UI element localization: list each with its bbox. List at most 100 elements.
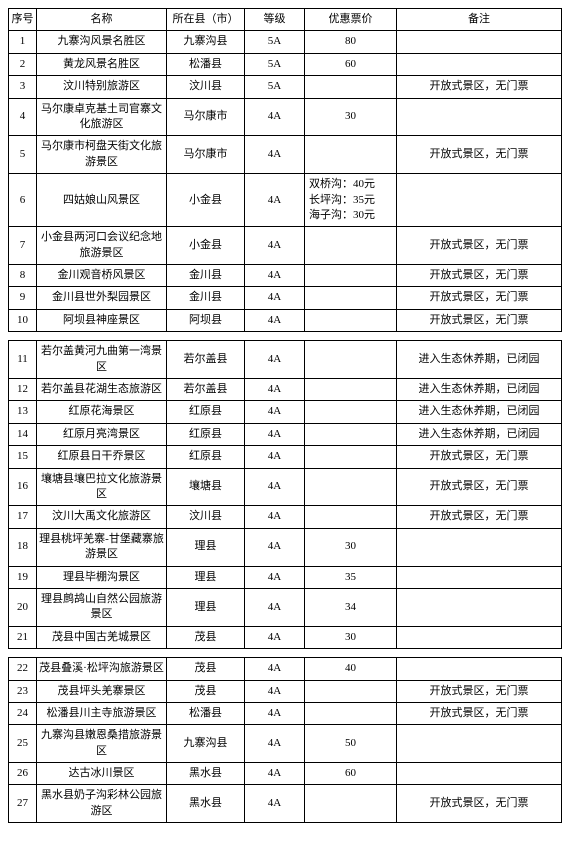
cell-name: 黑水县奶子沟彩林公园旅游区 (37, 785, 167, 823)
cell-county: 红原县 (167, 423, 245, 445)
table-row: 24松潘县川主寺旅游景区松潘县4A开放式景区，无门票 (9, 702, 562, 724)
cell-name: 马尔康市柯盘天街文化旅游景区 (37, 136, 167, 174)
cell-remark: 开放式景区，无门票 (397, 287, 562, 309)
table-row: 23茂县坪头羌寨景区茂县4A开放式景区，无门票 (9, 680, 562, 702)
cell-num: 6 (9, 174, 37, 227)
table-row: 2黄龙风景名胜区松潘县5A60 (9, 53, 562, 75)
cell-county: 茂县 (167, 626, 245, 648)
cell-remark (397, 174, 562, 227)
cell-grade: 4A (245, 528, 305, 566)
cell-remark: 开放式景区，无门票 (397, 136, 562, 174)
cell-remark (397, 725, 562, 763)
cell-num: 14 (9, 423, 37, 445)
cell-name: 汶川特别旅游区 (37, 76, 167, 98)
cell-name: 金川观音桥风景区 (37, 265, 167, 287)
cell-num: 11 (9, 341, 37, 379)
table-row: 22茂县叠溪·松坪沟旅游景区茂县4A40 (9, 658, 562, 680)
header-county: 所在县（市） (167, 9, 245, 31)
cell-grade: 5A (245, 31, 305, 53)
cell-county: 马尔康市 (167, 98, 245, 136)
scenic-area-table-3: 22茂县叠溪·松坪沟旅游景区茂县4A4023茂县坪头羌寨景区茂县4A开放式景区，… (8, 657, 562, 823)
cell-remark: 进入生态休养期，已闭园 (397, 401, 562, 423)
cell-price: 30 (305, 98, 397, 136)
cell-name: 理县鹧鸪山自然公园旅游景区 (37, 588, 167, 626)
cell-price (305, 287, 397, 309)
cell-grade: 4A (245, 227, 305, 265)
cell-name: 黄龙风景名胜区 (37, 53, 167, 75)
cell-price: 双桥沟：40元长坪沟：35元海子沟：30元 (305, 174, 397, 227)
cell-num: 1 (9, 31, 37, 53)
cell-county: 若尔盖县 (167, 379, 245, 401)
cell-remark (397, 763, 562, 785)
cell-grade: 4A (245, 725, 305, 763)
cell-num: 16 (9, 468, 37, 506)
cell-price: 60 (305, 53, 397, 75)
cell-remark: 进入生态休养期，已闭园 (397, 379, 562, 401)
table-row: 9金川县世外梨园景区金川县4A开放式景区，无门票 (9, 287, 562, 309)
cell-num: 27 (9, 785, 37, 823)
cell-grade: 4A (245, 98, 305, 136)
cell-remark: 开放式景区，无门票 (397, 446, 562, 468)
header-num: 序号 (9, 9, 37, 31)
cell-price (305, 76, 397, 98)
cell-county: 红原县 (167, 401, 245, 423)
cell-price: 30 (305, 528, 397, 566)
cell-grade: 4A (245, 658, 305, 680)
table-row: 20理县鹧鸪山自然公园旅游景区理县4A34 (9, 588, 562, 626)
table-row: 8金川观音桥风景区金川县4A开放式景区，无门票 (9, 265, 562, 287)
cell-county: 阿坝县 (167, 309, 245, 331)
cell-grade: 5A (245, 53, 305, 75)
cell-price (305, 265, 397, 287)
cell-num: 2 (9, 53, 37, 75)
cell-county: 茂县 (167, 680, 245, 702)
cell-county: 黑水县 (167, 785, 245, 823)
cell-county: 理县 (167, 588, 245, 626)
table-row: 13红原花海景区红原县4A进入生态休养期，已闭园 (9, 401, 562, 423)
cell-num: 25 (9, 725, 37, 763)
table-row: 12若尔盖县花湖生态旅游区若尔盖县4A进入生态休养期，已闭园 (9, 379, 562, 401)
cell-county: 理县 (167, 528, 245, 566)
cell-remark (397, 31, 562, 53)
cell-name: 达古冰川景区 (37, 763, 167, 785)
cell-num: 22 (9, 658, 37, 680)
scenic-area-table-1: 序号 名称 所在县（市） 等级 优惠票价 备注 1九寨沟风景名胜区九寨沟县5A8… (8, 8, 562, 332)
cell-price: 40 (305, 658, 397, 680)
cell-price (305, 468, 397, 506)
cell-num: 9 (9, 287, 37, 309)
cell-grade: 4A (245, 174, 305, 227)
cell-name: 若尔盖黄河九曲第一湾景区 (37, 341, 167, 379)
cell-remark (397, 566, 562, 588)
cell-remark (397, 528, 562, 566)
table-row: 14红原月亮湾景区红原县4A进入生态休养期，已闭园 (9, 423, 562, 445)
cell-remark: 开放式景区，无门票 (397, 506, 562, 528)
cell-remark: 进入生态休养期，已闭园 (397, 423, 562, 445)
cell-grade: 4A (245, 566, 305, 588)
cell-name: 红原花海景区 (37, 401, 167, 423)
cell-county: 黑水县 (167, 763, 245, 785)
cell-county: 红原县 (167, 446, 245, 468)
cell-county: 马尔康市 (167, 136, 245, 174)
cell-county: 壤塘县 (167, 468, 245, 506)
table-row: 15红原县日干乔景区红原县4A开放式景区，无门票 (9, 446, 562, 468)
cell-name: 四姑娘山风景区 (37, 174, 167, 227)
cell-grade: 4A (245, 309, 305, 331)
cell-remark: 开放式景区，无门票 (397, 265, 562, 287)
cell-price: 34 (305, 588, 397, 626)
cell-grade: 4A (245, 626, 305, 648)
cell-remark (397, 53, 562, 75)
cell-name: 壤塘县壤巴拉文化旅游景区 (37, 468, 167, 506)
cell-num: 13 (9, 401, 37, 423)
table-row: 26达古冰川景区黑水县4A60 (9, 763, 562, 785)
cell-name: 理县毕棚沟景区 (37, 566, 167, 588)
table-row: 27黑水县奶子沟彩林公园旅游区黑水县4A开放式景区，无门票 (9, 785, 562, 823)
cell-price (305, 309, 397, 331)
cell-grade: 4A (245, 588, 305, 626)
cell-remark: 开放式景区，无门票 (397, 227, 562, 265)
cell-grade: 4A (245, 341, 305, 379)
cell-remark: 开放式景区，无门票 (397, 680, 562, 702)
cell-grade: 4A (245, 446, 305, 468)
table-row: 1九寨沟风景名胜区九寨沟县5A80 (9, 31, 562, 53)
cell-name: 阿坝县神座景区 (37, 309, 167, 331)
cell-county: 金川县 (167, 265, 245, 287)
header-price: 优惠票价 (305, 9, 397, 31)
